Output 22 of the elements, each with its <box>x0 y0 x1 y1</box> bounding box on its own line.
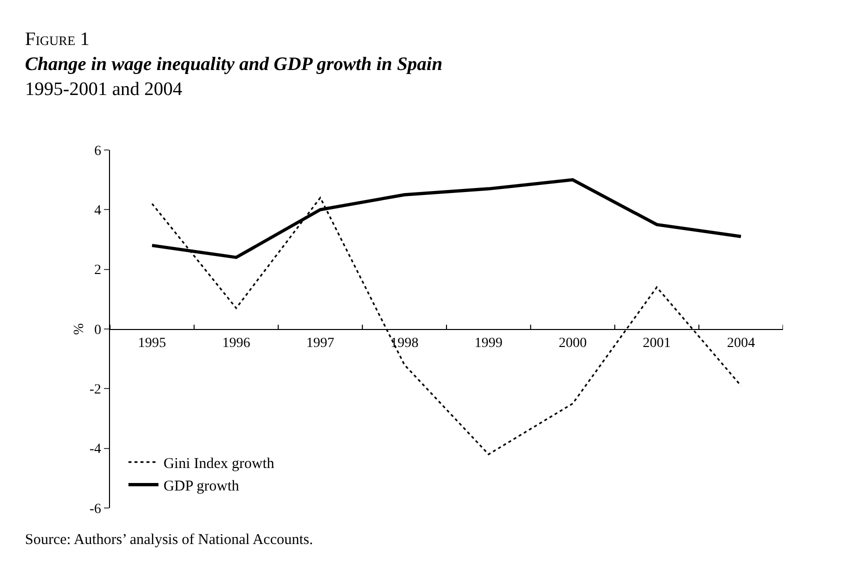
chart-subtitle: 1995-2001 and 2004 <box>25 79 183 100</box>
x-tick-label: 1997 <box>306 336 334 351</box>
x-tick-label: 1998 <box>390 336 418 351</box>
source-note: Source: Authors’ analysis of National Accounts. <box>25 532 314 548</box>
y-tick-label: -4 <box>90 442 102 458</box>
y-tick-label: 6 <box>94 144 102 159</box>
y-tick-label: 0 <box>94 322 102 338</box>
y-tick-label: -6 <box>90 502 102 517</box>
legend-label: GDP growth <box>163 478 240 494</box>
chart-title: Change in wage inequality and GDP growth in Spain <box>25 54 442 75</box>
x-tick-label: 1999 <box>474 336 503 351</box>
y-tick-label: 2 <box>94 263 102 278</box>
y-tick-label: 4 <box>94 204 102 219</box>
caption: Figure 1 <box>25 29 90 50</box>
x-tick-label: 1995 <box>138 336 166 351</box>
legend-label: Gini Index growth <box>163 456 275 472</box>
x-tick-label: 2001 <box>642 336 671 351</box>
x-tick-label: 2004 <box>726 336 755 351</box>
x-tick-label: 2000 <box>558 336 587 351</box>
y-tick-label: -2 <box>90 382 102 398</box>
x-tick-label: 1996 <box>222 336 250 351</box>
y-axis-title: % <box>72 322 88 335</box>
